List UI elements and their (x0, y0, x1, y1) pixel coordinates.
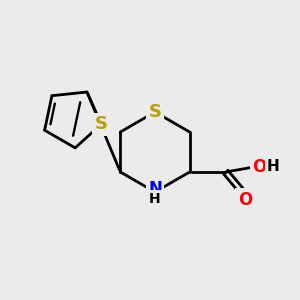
Text: O: O (252, 158, 266, 176)
Text: H: H (267, 159, 280, 174)
Text: O: O (238, 191, 252, 209)
Text: S: S (148, 103, 161, 121)
Text: S: S (95, 115, 108, 133)
Text: H: H (149, 192, 161, 206)
Text: N: N (148, 180, 162, 198)
